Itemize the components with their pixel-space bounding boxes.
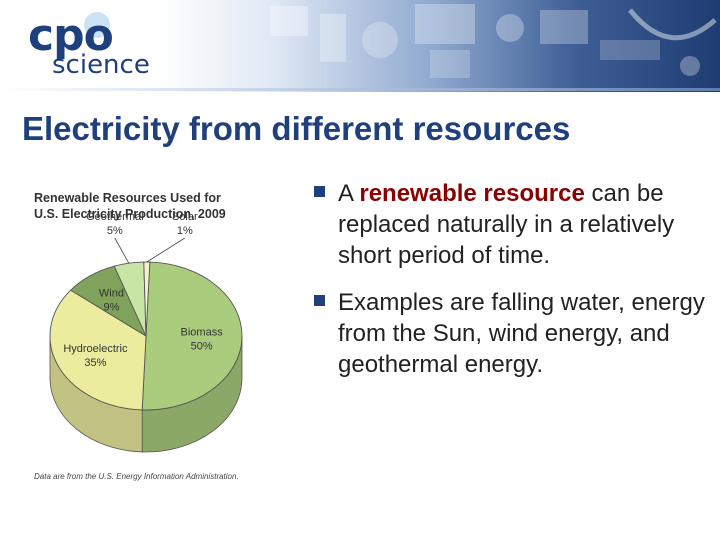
bullet-square-icon: [314, 186, 325, 197]
bullet-tail-text: can be replaced naturally in a relativel…: [338, 180, 675, 269]
logo-text-science: science: [52, 50, 150, 80]
bullet-list: A renewable resource can be replaced nat…: [312, 178, 712, 396]
label-layer: Biomass 50% Hydroelectric 35% Wind 9% Geotherm…: [63, 211, 223, 369]
slice-value-solar: 1%: [177, 225, 193, 237]
header-banner: [0, 0, 720, 92]
pie-slice-biomass: [141, 261, 243, 411]
bullet-renewable-definition: A renewable resource can be replaced nat…: [312, 178, 712, 271]
pie-slice-hydroelectric: [49, 289, 147, 411]
slice-value-biomass: 50%: [191, 341, 213, 353]
leader-line-geothermal: [114, 237, 130, 264]
slice-label-solar: Solar: [172, 211, 198, 223]
science-equipment-collage-image: [270, 4, 717, 78]
bullet-lead-text: A: [338, 180, 360, 207]
slice-label-geothermal: Geothermal: [86, 211, 143, 223]
slice-value-hydroelectric: 35%: [84, 357, 106, 369]
slice-label-hydroelectric: Hydroelectric: [63, 343, 128, 355]
pie-layer: [49, 261, 243, 453]
slide-title: Electricity from different resources: [22, 110, 571, 147]
leader-line-solar: [146, 237, 186, 263]
chart-title: Renewable Resources Used for: [34, 191, 221, 205]
pie-slice-solar: [143, 261, 151, 337]
bullet-examples: Examples are falling water, energy from …: [312, 287, 712, 380]
slice-value-geothermal: 5%: [107, 225, 123, 237]
renewable-resources-pie-chart: Renewable Resources Used for U.S. Electr…: [34, 191, 243, 481]
cpo-science-logo: cpo science: [22, 10, 162, 80]
chart-title-line-2: U.S. Electricity Production, 2009: [34, 207, 226, 221]
bullet-emphasis-text: renewable resource: [359, 180, 585, 207]
slice-label-biomass: Biomass: [181, 327, 224, 339]
logo-text-cpo: cpo: [28, 10, 114, 61]
bullet-lead-text: Examples are falling water, energy from …: [338, 289, 705, 378]
slice-value-wind: 9%: [103, 302, 119, 314]
logo-accent-icon: [84, 12, 110, 38]
header-divider: [0, 88, 720, 91]
chart-source-note: Data are from the U.S. Energy Informatio…: [34, 472, 239, 481]
bullet-square-icon: [314, 295, 325, 306]
slice-label-wind: Wind: [99, 288, 124, 300]
